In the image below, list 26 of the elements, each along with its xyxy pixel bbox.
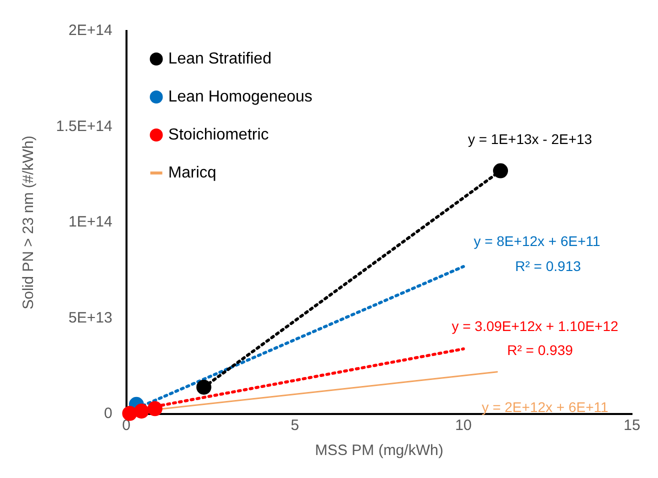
legend-label: Lean Stratified [168,50,272,68]
annotation: y = 3.09E+12x + 1.10E+12 [452,318,619,334]
x-axis-title: MSS PM (mg/kWh) [314,442,444,460]
y-tick-label: 5E+13 [68,309,112,326]
y-tick-label: 1E+14 [68,214,112,231]
annotation: R² = 0.939 [507,342,574,358]
legend-label: Stoichiometric [168,126,269,144]
x-tick-label: 5 [290,417,300,434]
y-tick-label: 0 [104,405,112,422]
point [147,401,162,416]
x-tick-label: 10 [455,417,472,434]
annotation: y = 1E+13x - 2E+13 [468,130,592,147]
annotation: y = 2E+12x + 6E+11 [482,398,609,415]
point [493,163,508,178]
legend-label: Maricq [168,164,216,182]
point [134,404,149,419]
x-tick-label: 15 [624,417,640,434]
point [196,380,212,395]
point [122,406,138,421]
y-tick-label: 1.5E+14 [56,118,112,135]
x-tick-label: 0 [122,417,130,434]
annotation: R² = 0.913 [515,258,582,274]
legend-label: Lean Homogeneous [168,88,312,106]
y-axis-title: Solid PN > 23 nm (#/kWh) [20,136,38,310]
y-tick-label: 2E+14 [68,22,112,40]
annotation: y = 8E+12x + 6E+11 [474,232,601,249]
